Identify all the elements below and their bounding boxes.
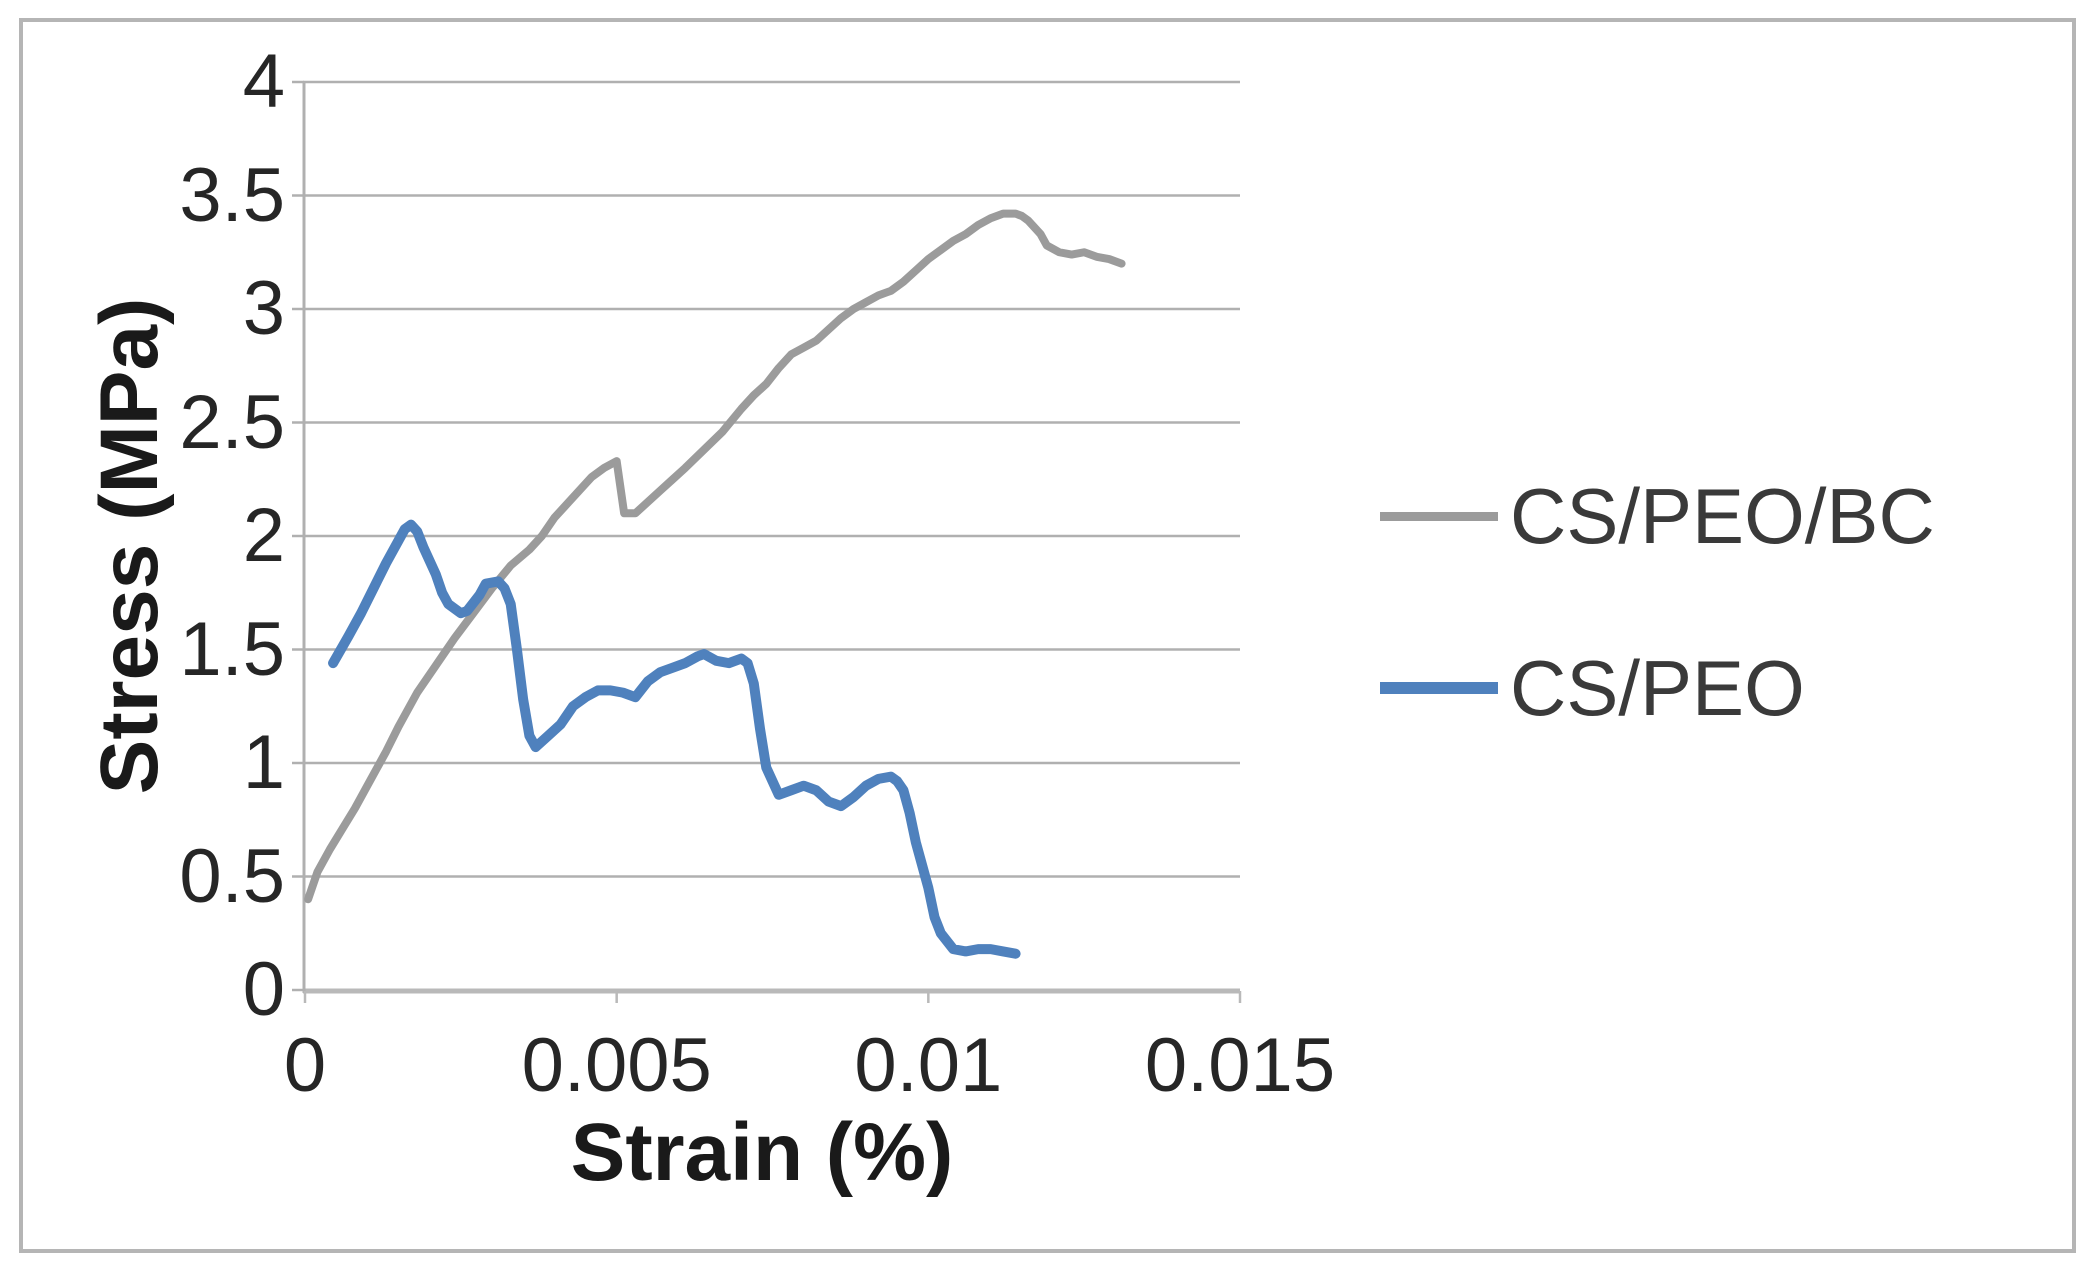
y-tick-label: 4 — [242, 39, 285, 124]
x-tick-label: 0.015 — [1144, 1023, 1336, 1108]
series-line-cs-peo-bc — [304, 209, 1126, 904]
legend-label: CS/PEO/BC — [1510, 472, 1935, 560]
legend-entry-cs-peo: CS/PEO — [1380, 643, 1805, 733]
gray-line-swatch-icon — [1380, 511, 1498, 521]
y-axis-title: Stress (MPa) — [84, 297, 175, 795]
y-tick-label: 3.5 — [179, 152, 285, 238]
x-tick-label: 0 — [283, 1023, 327, 1108]
y-tick-label: 0 — [242, 947, 285, 1032]
legend-label: CS/PEO — [1510, 644, 1805, 732]
series-line-cs-peo — [328, 519, 1021, 959]
x-tick-label: 0.01 — [854, 1023, 1003, 1108]
figure-border — [19, 18, 2076, 1253]
y-tick-label: 1 — [242, 720, 285, 805]
x-axis-title: Strain (%) — [570, 1107, 954, 1198]
blue-line-swatch-icon — [1380, 682, 1498, 694]
y-tick-label: 2.5 — [179, 379, 285, 465]
legend-entry-cs-peo-bc: CS/PEO/BC — [1380, 471, 1935, 561]
y-tick-label: 1.5 — [179, 606, 285, 692]
y-tick-label: 2 — [242, 493, 285, 578]
y-tick-label: 0.5 — [179, 833, 285, 919]
y-tick-label: 3 — [242, 266, 285, 351]
x-tick-label: 0.005 — [521, 1023, 712, 1108]
